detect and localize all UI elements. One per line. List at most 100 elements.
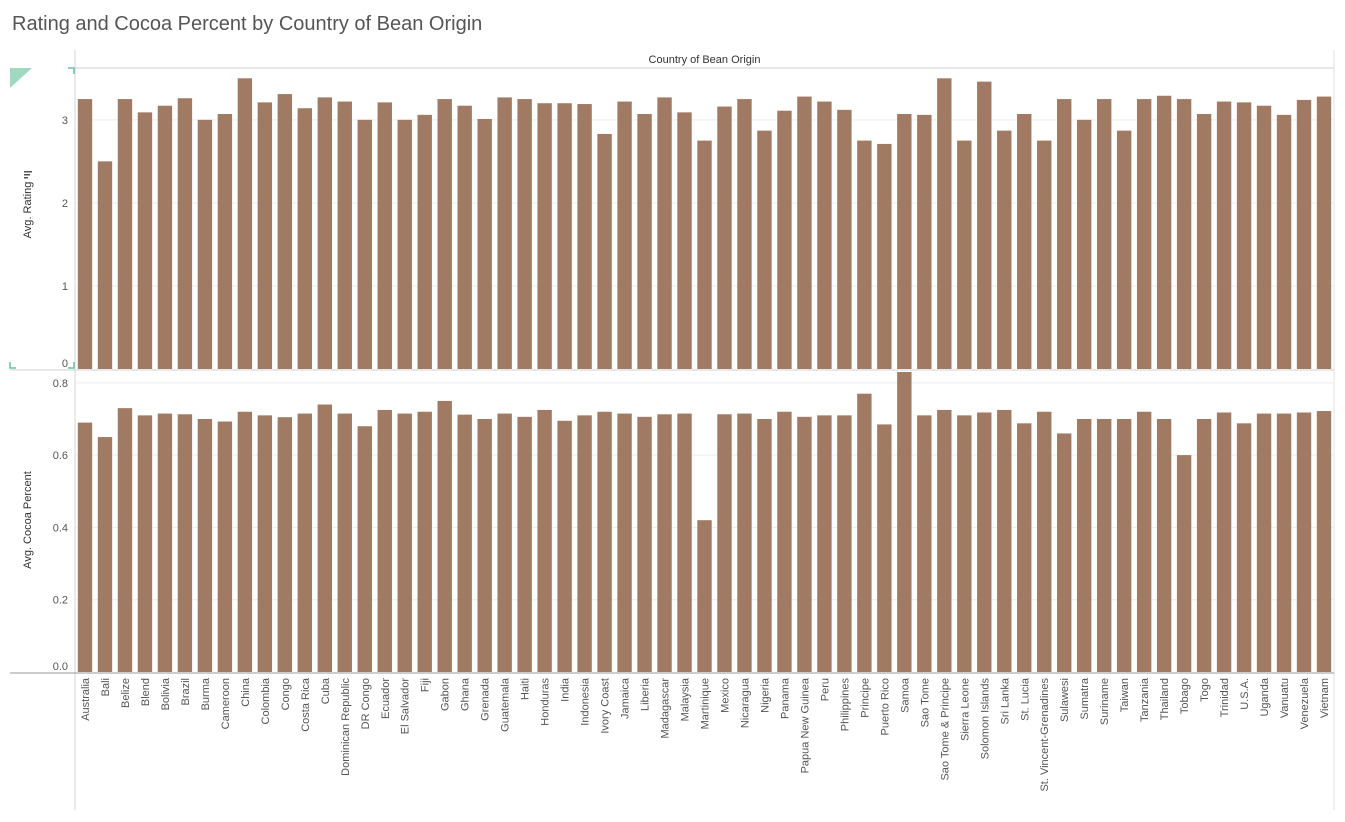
- x-tick-label: Guatemala: [500, 677, 512, 732]
- rating-bar: [297, 108, 313, 370]
- rating-tick-label: 2: [62, 198, 68, 210]
- x-tick-label: Blend: [140, 678, 152, 706]
- cocoa-bar: [497, 413, 512, 672]
- cocoa-bar: [677, 413, 692, 672]
- selection-corner-br: [68, 362, 75, 369]
- cocoa-bar: [1136, 411, 1152, 672]
- cocoa-tick-label: 0.6: [53, 450, 68, 462]
- rating-bar: [117, 99, 133, 369]
- cocoa-bar: [737, 413, 752, 672]
- x-tick-label: Papua New Guinea: [799, 677, 811, 773]
- cocoa-tick-label: 0.0: [53, 661, 68, 673]
- x-tick-label: Bali: [100, 678, 112, 696]
- cocoa-bar: [1017, 423, 1032, 672]
- cocoa-bar: [597, 411, 612, 672]
- cocoa-bar: [917, 415, 932, 672]
- cocoa-bar: [1236, 423, 1252, 672]
- x-tick-label: Puerto Rico: [879, 678, 891, 735]
- cocoa-bar: [657, 414, 672, 672]
- cocoa-bar: [157, 413, 173, 672]
- x-tick-label: Liberia: [640, 677, 652, 711]
- rating-tick-label: 0: [62, 358, 68, 370]
- cocoa-bar: [517, 416, 532, 672]
- x-tick-label: El Salvador: [400, 678, 412, 735]
- cocoa-bar: [97, 437, 113, 672]
- x-tick-label: Sri Lanka: [999, 677, 1011, 724]
- rating-bar: [877, 143, 892, 369]
- cocoa-tick-label: 0.4: [53, 522, 68, 534]
- rating-tick-label: 3: [62, 115, 68, 127]
- x-tick-label: Suriname: [1099, 678, 1111, 725]
- cocoa-bar: [1256, 413, 1272, 672]
- x-tick-label: U.S.A.: [1239, 678, 1251, 710]
- cocoa-bar: [1156, 418, 1172, 672]
- cocoa-bar: [717, 414, 732, 672]
- x-tick-label: Togo: [1199, 678, 1211, 702]
- x-tick-label: Vanuatu: [1279, 678, 1291, 718]
- rating-bar: [97, 161, 113, 369]
- cocoa-bar: [997, 409, 1012, 672]
- x-tick-label: India: [560, 677, 572, 702]
- rating-bar: [517, 99, 532, 369]
- cocoa-bar: [1116, 418, 1132, 672]
- x-tick-label: Samoa: [899, 677, 911, 713]
- cocoa-bar: [697, 520, 712, 672]
- cocoa-bar: [757, 418, 772, 672]
- x-tick-label: Bolivia: [160, 677, 172, 710]
- rating-bar: [1236, 102, 1252, 369]
- cocoa-bar: [637, 416, 652, 672]
- rating-bar: [437, 99, 452, 369]
- rating-bar: [597, 133, 612, 369]
- rating-bar: [917, 114, 932, 369]
- cocoa-bar: [1296, 412, 1312, 672]
- cocoa-bar: [977, 412, 992, 672]
- x-tick-label: Taiwan: [1119, 678, 1131, 712]
- cocoa-bar: [417, 411, 432, 672]
- rating-bar: [757, 130, 772, 369]
- rating-bar: [1256, 105, 1272, 370]
- cocoa-bar: [297, 413, 313, 672]
- x-tick-label: Ivory Coast: [600, 678, 612, 734]
- cocoa-bar: [1316, 411, 1332, 672]
- rating-bar: [1077, 119, 1092, 369]
- cocoa-bar: [957, 415, 972, 672]
- x-tick-label: Panama: [779, 677, 791, 719]
- x-tick-label: Sao Tome & Principe: [939, 678, 951, 781]
- cocoa-bar: [377, 409, 392, 672]
- rating-bar: [737, 99, 752, 369]
- x-tick-label: Jamaica: [620, 677, 632, 719]
- x-tick-label: Fiji: [420, 678, 432, 692]
- cocoa-bar: [337, 413, 352, 672]
- cocoa-bar: [277, 417, 293, 672]
- cocoa-bar: [577, 415, 592, 672]
- rating-bar: [557, 103, 572, 369]
- cocoa-bar: [397, 413, 412, 672]
- rating-bar: [357, 119, 372, 369]
- rating-bar: [177, 98, 193, 370]
- rating-bar: [717, 106, 732, 369]
- selection-corner-tr: [68, 67, 75, 74]
- cocoa-bar: [197, 418, 213, 672]
- x-tick-label: Philippines: [839, 678, 851, 732]
- rating-bar: [457, 105, 472, 370]
- rating-bar: [697, 140, 712, 369]
- x-tick-label: Costa Rica: [300, 677, 312, 732]
- rating-bar: [337, 101, 352, 369]
- x-tick-label: St. Lucia: [1019, 677, 1031, 721]
- x-tick-label: Sierra Leone: [959, 678, 971, 741]
- cocoa-bar: [877, 424, 892, 672]
- x-tick-label: Burma: [200, 677, 212, 710]
- rating-bar: [197, 119, 213, 369]
- sort-icon-line: [24, 177, 28, 179]
- cocoa-bar: [1077, 418, 1092, 672]
- rating-bar: [997, 130, 1012, 369]
- x-tick-label: Martinique: [700, 678, 712, 729]
- sort-icon-line: [24, 174, 30, 176]
- chart-frame: Country of Bean Origin: [9, 50, 1335, 810]
- cocoa-bar: [837, 415, 852, 672]
- cocoa-bar: [797, 416, 812, 672]
- cocoa-bar: [1216, 412, 1232, 672]
- cocoa-bar: [557, 420, 572, 672]
- rating-bar: [1037, 140, 1052, 369]
